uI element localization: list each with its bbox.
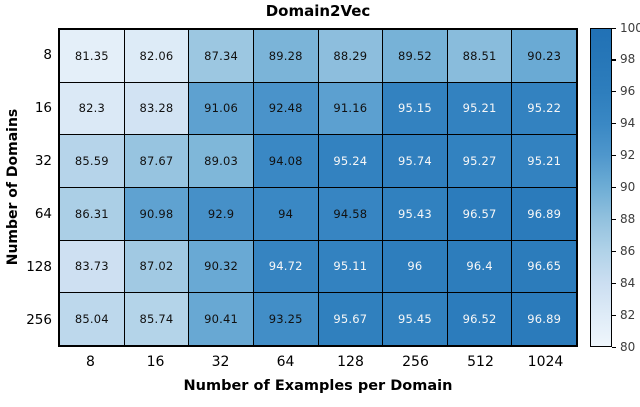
heatmap-cell: 89.52 xyxy=(383,30,447,82)
heatmap-cell: 95.24 xyxy=(318,135,383,187)
heatmap-cell: 94.08 xyxy=(253,135,318,187)
x-tick-label: 128 xyxy=(337,354,364,370)
heatmap-cell: 93.25 xyxy=(253,293,318,345)
y-tick-label: 32 xyxy=(34,152,52,169)
colorbar-tick-mark xyxy=(612,218,616,221)
heatmap-cell: 85.04 xyxy=(60,293,124,345)
colorbar-tick-mark xyxy=(612,155,616,157)
y-tick-label: 16 xyxy=(34,99,52,116)
x-tick-label: 512 xyxy=(467,354,494,370)
y-tick-label: 64 xyxy=(34,206,52,223)
heatmap-cell: 82.3 xyxy=(60,82,124,135)
colorbar-tick-mark xyxy=(612,250,616,252)
colorbar-tick-mark xyxy=(612,187,616,189)
colorbar-tick-mark xyxy=(612,282,616,284)
heatmap-cell: 90.98 xyxy=(124,188,189,240)
colorbar-tick-label: 96 xyxy=(620,84,636,99)
colorbar-tick-mark xyxy=(612,91,616,93)
heatmap-cell: 91.06 xyxy=(189,82,253,135)
colorbar xyxy=(590,28,612,347)
y-tick-label: 128 xyxy=(26,259,52,276)
heatmap-cell: 95.21 xyxy=(447,82,512,135)
heatmap-cell: 94 xyxy=(253,188,318,240)
heatmap-cell: 95.43 xyxy=(383,188,447,240)
y-tick-label: 8 xyxy=(43,46,52,63)
heatmap-cell: 95.21 xyxy=(512,135,576,187)
colorbar-tick-mark xyxy=(612,27,616,29)
heatmap-cell: 96.89 xyxy=(512,188,576,240)
heatmap-cell: 95.27 xyxy=(447,135,512,187)
colorbar-tick-mark xyxy=(612,314,616,316)
heatmap-cell: 96.89 xyxy=(512,293,576,345)
heatmap-cell: 89.28 xyxy=(253,30,318,82)
heatmap-cell: 88.51 xyxy=(447,30,512,82)
heatmap-cell: 96.65 xyxy=(512,240,576,293)
colorbar-tick-label: 100 xyxy=(620,20,640,35)
colorbar-tick-label: 90 xyxy=(620,180,636,194)
colorbar-tick-label: 92 xyxy=(620,148,636,163)
heatmap-cell: 96.4 xyxy=(447,240,512,293)
heatmap-cell: 95.45 xyxy=(383,293,447,345)
heatmap-cell: 82.06 xyxy=(124,30,189,82)
heatmap-cell: 87.02 xyxy=(124,240,189,293)
heatmap-cell: 83.28 xyxy=(124,82,189,135)
colorbar-tick-label: 82 xyxy=(620,307,636,322)
heatmap-cell: 90.41 xyxy=(189,293,253,345)
colorbar-tick-mark xyxy=(612,346,616,348)
heatmap-cell: 95.74 xyxy=(383,135,447,187)
heatmap-cell: 95.67 xyxy=(318,293,383,345)
heatmap-cell: 89.03 xyxy=(189,135,253,187)
heatmap-cell: 91.16 xyxy=(318,82,383,135)
heatmap-cell: 85.59 xyxy=(60,135,124,187)
heatmap-cell: 83.73 xyxy=(60,240,124,293)
x-tick-label: 64 xyxy=(276,354,295,370)
y-tick-label: 256 xyxy=(26,312,52,329)
x-tick-label: 1024 xyxy=(527,354,564,370)
heatmap-cell: 96.57 xyxy=(447,188,512,240)
heatmap-cell: 96.52 xyxy=(447,293,512,345)
heatmap-cell: 85.74 xyxy=(124,293,189,345)
heatmap-cell: 94.72 xyxy=(253,240,318,293)
x-axis-label: Number of Examples per Domain xyxy=(183,378,453,394)
heatmap-cell: 95.15 xyxy=(383,82,447,135)
colorbar-tick-label: 94 xyxy=(620,116,636,131)
heatmap-cell: 86.31 xyxy=(60,188,124,240)
heatmap-cell: 90.32 xyxy=(189,240,253,293)
colorbar-tick-label: 80 xyxy=(620,339,636,354)
colorbar-tick-mark xyxy=(612,59,616,61)
heatmap-cell: 88.29 xyxy=(318,30,383,82)
heatmap-cell: 87.67 xyxy=(124,135,189,187)
heatmap-cell: 92.48 xyxy=(253,82,318,135)
heatmap-cell: 92.9 xyxy=(189,188,253,240)
heatmap-cell: 90.23 xyxy=(512,30,576,82)
colorbar-tick-label: 84 xyxy=(620,275,636,290)
colorbar-tick-label: 98 xyxy=(620,52,636,67)
heatmap-cell: 95.22 xyxy=(512,82,576,135)
colorbar-tick-mark xyxy=(612,123,616,125)
x-tick-label: 32 xyxy=(211,354,230,370)
x-tick-label: 8 xyxy=(86,354,95,370)
heatmap-cell: 81.35 xyxy=(60,30,124,82)
heatmap-cell: 87.34 xyxy=(189,30,253,82)
x-tick-label: 16 xyxy=(146,354,165,370)
heatmap-grid: 81.35 82.06 87.34 89.28 88.29 89.52 88.51 90.23… xyxy=(58,28,578,347)
heatmap-cell: 94.58 xyxy=(318,188,383,240)
heatmap-cell: 96 xyxy=(383,240,447,293)
colorbar-tick-label: 88 xyxy=(620,211,636,226)
heatmap-cell: 95.11 xyxy=(318,240,383,293)
colorbar-tick-label: 86 xyxy=(620,243,636,258)
chart-title: Domain2Vec xyxy=(265,2,371,20)
y-axis-label: Number of Domains xyxy=(5,108,21,266)
x-tick-label: 256 xyxy=(402,354,429,370)
